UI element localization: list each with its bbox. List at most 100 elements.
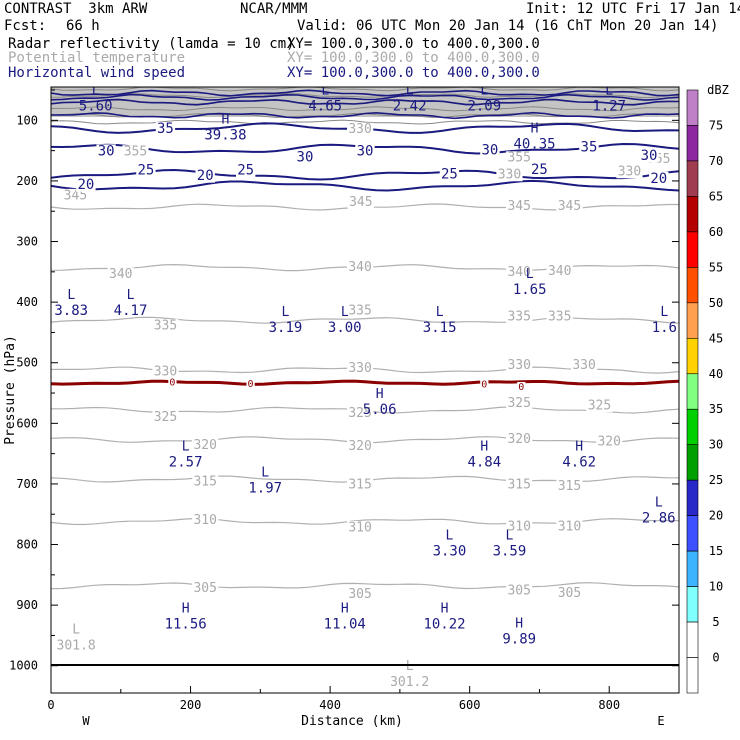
wind-extremum-value: 3.00 [328,320,362,336]
reflectivity-label-0: 0 [481,380,487,391]
wind-extremum-type: L [660,305,668,320]
wind-label-25: 25 [531,162,548,178]
theta-label-330-bg [347,361,374,375]
theta-label-330: 330 [572,358,595,373]
colorbar-swatch [686,196,699,233]
wind-extremum-type: H [515,617,523,632]
colorbar-swatch [686,621,699,658]
theta-label-315-bg [556,479,583,493]
colorbar-swatch [686,657,699,694]
wind-extremum-type: L [436,305,444,320]
theta-label-345-bg [347,195,374,209]
theta-label-345-bg [62,188,89,202]
center-label: NCAR/MMM [240,1,308,17]
theta-label-305-bg [192,581,219,595]
theta-label-315-bg [347,477,374,491]
reflectivity-label-0-bg [517,381,526,392]
reflectivity-label-0-bg [168,377,177,388]
wind-label-30-bg [480,143,500,158]
wind-extremum-value: 40.35 [513,136,555,152]
wind-extremum-type: H [341,601,349,616]
theta-label-335: 335 [548,309,571,324]
theta-label-335: 335 [507,309,530,324]
wind-label-25-bg [439,167,460,182]
wind-extremum-type: L [341,305,349,320]
theta-label-335-bg [546,310,573,324]
wind-extremum-type: L [67,288,75,303]
y-tick-label: 200 [16,174,38,188]
colorbar-label: 30 [709,438,723,452]
x-tick-label: 0 [47,698,54,712]
ground-line [51,664,679,666]
theta-label-305: 305 [348,587,371,602]
wind-extremum-value: 11.56 [165,616,207,632]
x-axis-label: Distance (km) [301,714,403,729]
wind-label-35-bg [155,122,176,137]
theta-label-330-bg [496,168,523,182]
wind-extremum-type: H [441,601,449,616]
theta-label-335: 335 [154,319,177,334]
wind-label-25-bg [529,162,550,177]
theta-label-340: 340 [507,265,530,280]
fcst-label: Fcst: [4,18,47,34]
theta-label-340-bg [506,265,533,279]
wind-extremum-type: L [506,529,514,544]
field-name-theta: Potential temperature [8,50,186,66]
theta-label-315-bg [506,477,533,491]
theta-label-345: 345 [507,199,530,214]
wind-contour-20 [51,179,679,192]
reflectivity-label-0: 0 [518,382,524,393]
wind-label-20-bg [76,177,96,192]
wind-extremum-value: 3.30 [433,544,467,560]
upper-theta-contour [51,119,679,125]
y-tick-label: 900 [16,598,38,612]
colorbar-label: 0 [712,651,719,665]
y-tick-label: 500 [16,356,38,370]
theta-label-330-bg [571,358,598,372]
theta-label-340-bg [546,264,573,278]
wind-label-35: 35 [581,139,598,155]
wind-extremum-value: 3.59 [493,544,527,560]
theta-label-320-bg [347,439,374,453]
theta-label-335-bg [152,319,179,333]
x-end-label-east: E [657,714,664,728]
reflectivity-label-0: 0 [169,378,175,389]
plot-frame [50,86,680,694]
wind-extremum-value: 3.83 [54,303,88,319]
wind-contour-upper [51,111,679,120]
upper-theta-contour [51,92,679,99]
theta-label-330: 330 [498,168,521,183]
colorbar-swatch [686,550,699,587]
theta-label-325: 325 [588,399,611,414]
wind-extremum-value: 2.09 [467,98,501,114]
colorbar-label: 60 [709,225,723,239]
theta-label-355-bg [122,145,149,159]
theta-label-315: 315 [193,474,216,489]
theta-label-330-bg [347,122,374,136]
theta-extremum-value: 301.2 [390,675,429,690]
theta-label-305-bg [556,586,583,600]
wind-extremum-type: L [321,83,329,98]
wind-extremum-type: L [446,529,454,544]
theta-label-340: 340 [548,264,571,279]
y-tick-label: 800 [16,538,38,552]
wind-extremum-value: 5.06 [363,402,397,418]
field-name-reflectivity: Radar reflectivity (lamda = 10 cm) [8,36,295,52]
y-tick-label: 100 [16,113,38,127]
wind-extremum-value: 3.15 [423,320,457,336]
colorbar-label: 55 [709,260,723,274]
wind-label-20-bg [649,171,669,186]
wind-extremum-type: L [605,83,613,98]
wind-label-30: 30 [641,148,658,164]
wind-label-30: 30 [357,144,374,160]
wind-contour-25 [51,168,679,181]
colorbar-swatch [686,408,699,446]
theta-label-320: 320 [597,434,620,449]
upper-theta-contour [51,106,679,112]
wind-extremum-value: 4.84 [467,455,501,471]
theta-extremum-type: L [406,659,414,674]
fcst-value: 66 h [66,18,100,34]
colorbar-swatch [686,515,699,552]
theta-contour-305 [51,582,679,590]
